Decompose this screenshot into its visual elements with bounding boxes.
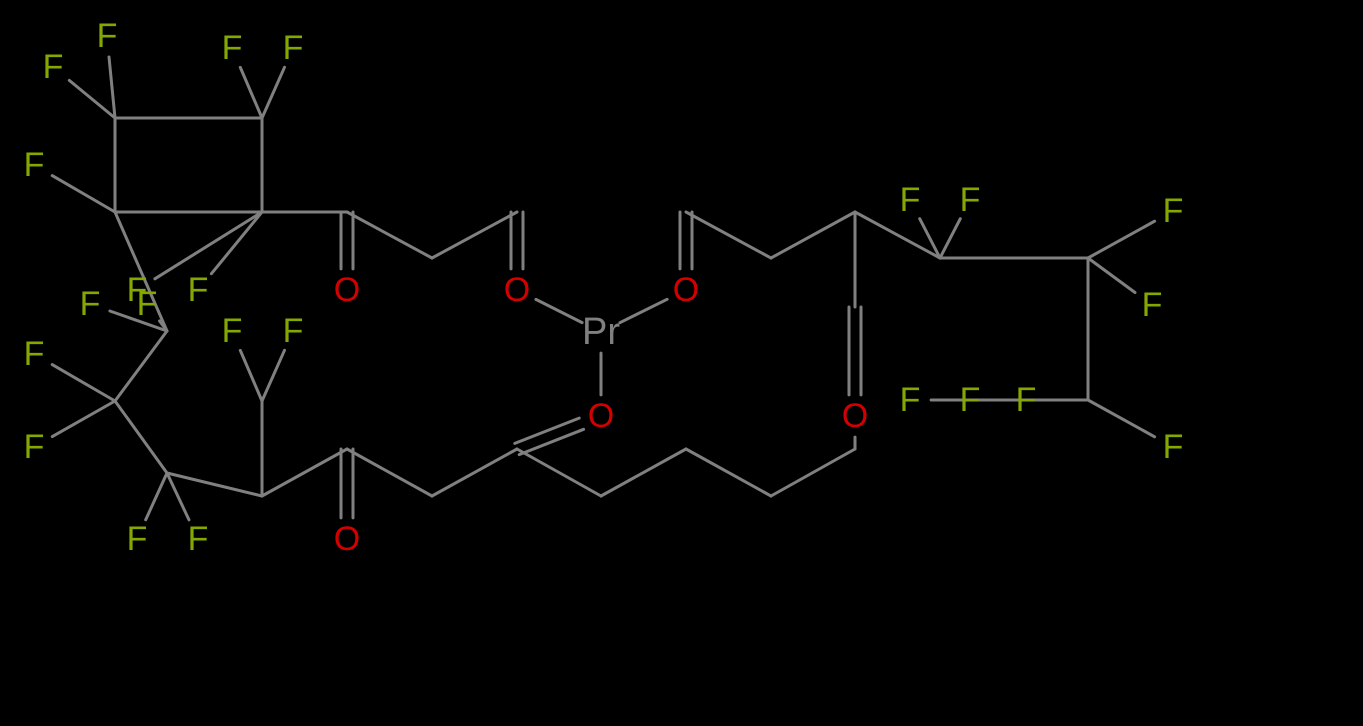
bond — [686, 212, 771, 258]
atom-o: O — [842, 397, 868, 435]
atom-f: F — [97, 17, 118, 55]
bond — [240, 67, 262, 118]
atom-o: O — [504, 271, 530, 309]
bond — [52, 365, 115, 401]
bond — [115, 331, 167, 401]
atom-o: O — [588, 397, 614, 435]
bond — [167, 473, 262, 496]
bond — [115, 401, 167, 473]
atom-f: F — [222, 312, 243, 350]
atom-f: F — [80, 285, 101, 323]
atom-f: F — [188, 520, 209, 558]
bonds-layer — [52, 57, 1154, 520]
bond — [432, 212, 517, 258]
atom-o: O — [334, 520, 360, 558]
bond — [940, 219, 960, 258]
bond — [601, 449, 686, 496]
atom-f: F — [43, 48, 64, 86]
atom-f: F — [1016, 381, 1037, 419]
bond — [432, 449, 517, 496]
atom-f: F — [960, 181, 981, 219]
atom-f: F — [1142, 286, 1163, 324]
bond — [686, 449, 771, 496]
bond — [1088, 221, 1155, 258]
atom-f: F — [283, 29, 304, 67]
bond — [771, 212, 855, 258]
bond — [262, 350, 285, 401]
atom-f: F — [24, 146, 45, 184]
bond — [211, 212, 262, 274]
atom-f: F — [900, 181, 921, 219]
atom-f: F — [283, 312, 304, 350]
bond — [69, 80, 115, 118]
atom-f: F — [222, 29, 243, 67]
atom-o: O — [334, 271, 360, 309]
bond — [515, 418, 579, 443]
bond — [1088, 258, 1135, 293]
atom-f: F — [24, 428, 45, 466]
bond — [52, 401, 115, 437]
bond — [347, 212, 432, 258]
bond — [536, 299, 582, 322]
bond — [155, 212, 262, 279]
atom-f: F — [960, 381, 981, 419]
bond — [109, 57, 115, 118]
bond — [1088, 400, 1155, 437]
atom-f: F — [127, 520, 148, 558]
bond — [347, 449, 432, 496]
atom-f: F — [1163, 428, 1184, 466]
atom-f: F — [137, 285, 158, 323]
bond — [52, 176, 115, 212]
bond — [771, 449, 855, 496]
bond — [146, 473, 167, 520]
bond — [519, 429, 583, 454]
atom-f: F — [24, 335, 45, 373]
atom-o: O — [673, 271, 699, 309]
molecule-diagram: FFFFFFFOOPrOOOFFFFFFFFFFFFFFFFO — [0, 0, 1363, 726]
atom-f: F — [1163, 192, 1184, 230]
atoms-layer: FFFFFFFOOPrOOOFFFFFFFFFFFFFFFFO — [24, 17, 1184, 558]
atom-f: F — [900, 381, 921, 419]
bond — [620, 299, 667, 322]
bond — [167, 473, 189, 520]
bond — [262, 67, 285, 118]
atom-pr: Pr — [582, 311, 620, 353]
bond — [262, 449, 347, 496]
bond — [517, 449, 601, 496]
bond — [240, 350, 262, 401]
atom-f: F — [188, 271, 209, 309]
